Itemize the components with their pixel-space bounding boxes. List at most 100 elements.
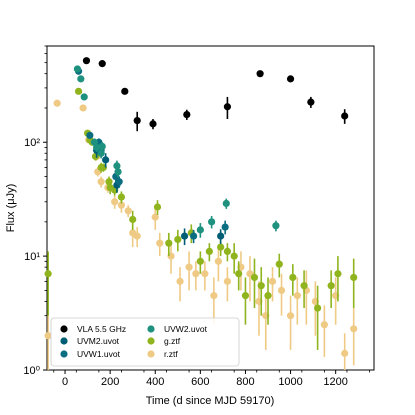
data-point bbox=[222, 199, 230, 208]
data-point bbox=[320, 321, 328, 329]
y-tick-label: 10¹ bbox=[24, 251, 40, 263]
data-point bbox=[79, 104, 87, 112]
data-point bbox=[293, 292, 301, 300]
data-point bbox=[341, 349, 349, 357]
data-point bbox=[192, 270, 200, 278]
series-r-ztf bbox=[44, 99, 358, 370]
series-vla-5-5-ghz bbox=[82, 57, 349, 132]
series-uvm2-uvot bbox=[93, 143, 225, 246]
data-point bbox=[327, 282, 335, 290]
data-point bbox=[350, 325, 358, 333]
data-point bbox=[149, 120, 157, 128]
x-axis-ticks: 0 200 400 600 800 1000 1200 bbox=[53, 370, 370, 388]
x-tick-label: 400 bbox=[146, 376, 164, 388]
data-point bbox=[208, 218, 216, 226]
series-g-ztf bbox=[44, 87, 358, 350]
data-point bbox=[307, 98, 315, 106]
legend-marker bbox=[60, 325, 68, 333]
y-tick-label: 10⁰ bbox=[23, 365, 40, 377]
data-point bbox=[153, 203, 162, 211]
x-axis-label: Time (d since MJD 59170) bbox=[146, 395, 275, 407]
data-point bbox=[334, 270, 342, 278]
data-point bbox=[217, 232, 225, 240]
data-point bbox=[176, 277, 184, 285]
data-point bbox=[201, 270, 209, 278]
x-tick-label: 0 bbox=[62, 376, 68, 388]
data-point bbox=[129, 215, 137, 224]
data-point bbox=[235, 270, 243, 278]
data-point bbox=[93, 143, 101, 152]
legend-marker bbox=[60, 337, 68, 345]
data-point bbox=[223, 247, 232, 256]
data-point bbox=[44, 270, 52, 278]
data-point bbox=[121, 87, 129, 95]
data-point bbox=[102, 156, 110, 164]
data-point bbox=[115, 178, 123, 186]
x-tick-label: 600 bbox=[191, 376, 209, 388]
data-point bbox=[286, 75, 295, 83]
data-point bbox=[196, 226, 204, 234]
data-point bbox=[223, 103, 232, 111]
data-point bbox=[286, 312, 295, 320]
x-tick-label: 1200 bbox=[323, 376, 347, 388]
data-point bbox=[82, 57, 91, 65]
data-point bbox=[230, 252, 238, 260]
data-point bbox=[214, 257, 222, 265]
data-point bbox=[117, 193, 126, 201]
data-point bbox=[133, 232, 141, 240]
y-axis-label: Flux (μJy) bbox=[5, 184, 17, 233]
data-point bbox=[289, 273, 297, 282]
legend-marker bbox=[147, 337, 155, 345]
data-point bbox=[53, 99, 61, 107]
data-point bbox=[98, 142, 106, 150]
legend-label: UVM2.uvot bbox=[77, 336, 120, 346]
data-point bbox=[221, 223, 229, 231]
x-tick-label: 200 bbox=[101, 376, 119, 388]
data-point bbox=[114, 168, 122, 176]
data-point bbox=[272, 222, 280, 230]
plot-frame bbox=[46, 45, 375, 371]
legend-label: UVW1.uvot bbox=[77, 349, 121, 359]
data-point bbox=[124, 207, 132, 215]
data-point bbox=[117, 201, 126, 209]
data-point bbox=[73, 65, 82, 73]
legend-marker bbox=[147, 325, 155, 333]
data-point bbox=[174, 235, 182, 244]
legend-label: VLA 5.5 GHz bbox=[77, 324, 126, 334]
data-point bbox=[97, 178, 105, 186]
data-point bbox=[133, 116, 141, 125]
data-point bbox=[217, 243, 225, 251]
data-point bbox=[97, 149, 105, 157]
data-point bbox=[341, 112, 349, 120]
data-point bbox=[111, 198, 119, 206]
data-point bbox=[180, 232, 189, 240]
data-point bbox=[223, 277, 232, 285]
data-point bbox=[156, 239, 164, 247]
data-point bbox=[268, 277, 277, 285]
legend-label: r.ztf bbox=[164, 349, 178, 359]
data-point bbox=[86, 131, 94, 139]
data-point bbox=[205, 247, 213, 256]
data-point bbox=[98, 60, 106, 68]
data-point bbox=[151, 213, 159, 221]
data-point bbox=[300, 282, 308, 290]
data-point bbox=[189, 232, 198, 240]
data-point bbox=[256, 70, 264, 78]
data-point bbox=[264, 292, 272, 300]
data-point bbox=[250, 273, 259, 282]
data-point bbox=[80, 93, 88, 101]
data-point bbox=[257, 282, 265, 290]
data-point bbox=[241, 292, 250, 300]
data-point bbox=[165, 239, 173, 247]
data-point bbox=[44, 332, 52, 340]
data-point bbox=[196, 257, 204, 265]
legend-label: UVW2.uvot bbox=[164, 324, 208, 334]
data-point bbox=[183, 110, 191, 119]
data-point bbox=[74, 87, 83, 95]
legend-marker bbox=[147, 350, 155, 358]
data-point bbox=[210, 292, 218, 300]
data-point bbox=[277, 286, 286, 295]
legend: VLA 5.5 GHz UVM2.uvot UVW1.uvot UVW2.uvot g.… bbox=[50, 317, 240, 367]
legend-label: g.ztf bbox=[164, 336, 181, 346]
data-point bbox=[185, 263, 193, 271]
